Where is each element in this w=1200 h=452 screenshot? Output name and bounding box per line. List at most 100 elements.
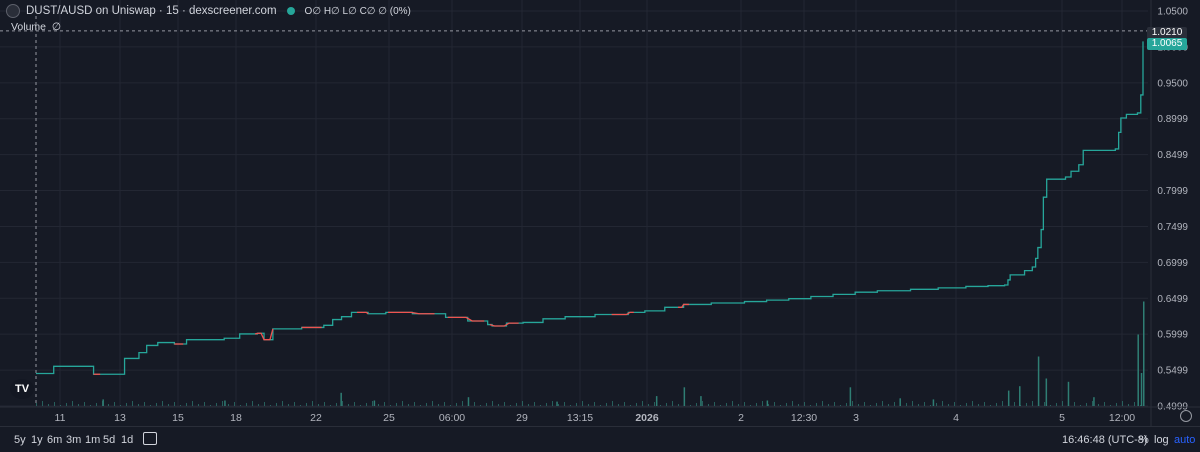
- volume-bar: [834, 402, 835, 406]
- market-status-icon: [286, 7, 295, 15]
- x-tick-label: 12:30: [791, 412, 817, 424]
- volume-bar: [360, 405, 361, 406]
- range-5y-button[interactable]: 5y: [14, 434, 26, 446]
- volume-bar: [60, 405, 61, 406]
- volume-bar: [1008, 404, 1009, 406]
- x-tick-label: 13:15: [567, 412, 593, 424]
- volume-bar: [204, 402, 205, 406]
- range-3m-button[interactable]: 3m: [66, 434, 82, 446]
- volume-bar: [408, 404, 409, 406]
- volume-bar: [696, 403, 697, 406]
- x-tick-label: 2: [738, 412, 744, 424]
- volume-bar: [1032, 401, 1033, 406]
- volume-bar: [420, 405, 421, 406]
- volume-bar: [252, 401, 253, 406]
- y-tick-label: 0.9500: [1157, 78, 1188, 89]
- volume-bar: [588, 404, 589, 406]
- volume-bar: [1019, 386, 1021, 406]
- volume-bar: [1098, 404, 1099, 406]
- volume-bar: [342, 401, 343, 406]
- volume-bar: [246, 403, 247, 406]
- volume-bar: [426, 403, 427, 406]
- volume-bar: [648, 404, 649, 406]
- volume-bar: [102, 401, 103, 406]
- volume-bar: [1002, 401, 1003, 406]
- volume-bar: [54, 402, 55, 406]
- x-tick-label: 12:00: [1109, 412, 1135, 424]
- volume-bar: [456, 403, 457, 406]
- volume-bar: [612, 401, 613, 406]
- range-1m-button[interactable]: 1m: [85, 434, 101, 446]
- volume-bar: [858, 404, 859, 406]
- volume-bar: [372, 401, 373, 406]
- volume-bar: [216, 403, 217, 406]
- volume-bar: [546, 403, 547, 406]
- volume-bar: [126, 403, 127, 406]
- volume-bar: [690, 405, 691, 406]
- range-6m-button[interactable]: 6m: [47, 434, 63, 446]
- volume-bar: [774, 402, 775, 406]
- price-line-down-segment: [678, 303, 690, 308]
- clock-timezone[interactable]: 16:46:48 (UTC-8): [1062, 434, 1148, 446]
- auto-scale-toggle[interactable]: auto: [1174, 434, 1196, 446]
- volume-bar: [678, 404, 679, 406]
- volume-bar: [120, 405, 121, 406]
- x-tick-label: 13: [114, 412, 126, 424]
- volume-bar: [1128, 404, 1129, 406]
- volume-bar: [600, 405, 601, 406]
- volume-bar: [1050, 405, 1051, 406]
- y-tick-label: 1.0500: [1157, 7, 1188, 18]
- gear-icon[interactable]: [1180, 410, 1192, 422]
- volume-bar: [714, 402, 715, 406]
- symbol-title[interactable]: DUST/AUSD on Uniswap · 15 · dexscreener.…: [26, 5, 277, 17]
- range-1y-button[interactable]: 1y: [31, 434, 43, 446]
- volume-bar: [504, 402, 505, 406]
- volume-bar: [630, 405, 631, 406]
- volume-bar: [624, 402, 625, 406]
- ohlc-values: O∅ H∅ L∅ C∅ ∅ (0%): [304, 5, 411, 17]
- volume-bar: [510, 405, 511, 406]
- volume-bar: [366, 403, 367, 406]
- volume-bar: [1007, 390, 1010, 406]
- volume-bar: [228, 404, 229, 406]
- y-tick-label: 0.8499: [1157, 150, 1188, 161]
- volume-bar: [384, 402, 385, 406]
- volume-bar: [102, 399, 104, 406]
- volume-bar: [996, 403, 997, 406]
- volume-bar: [1067, 381, 1070, 406]
- volume-bar: [882, 401, 883, 406]
- volume-bar: [306, 403, 307, 406]
- x-tick-label: 22: [310, 412, 322, 424]
- volume-bar: [888, 404, 889, 406]
- volume-bar: [570, 405, 571, 406]
- volume-bar: [90, 405, 91, 406]
- volume-bar: [966, 403, 967, 406]
- y-tick-label: 0.5499: [1157, 366, 1188, 377]
- chart-legend: DUST/AUSD on Uniswap · 15 · dexscreener.…: [6, 4, 411, 18]
- volume-bar: [288, 404, 289, 406]
- volume-bar: [174, 402, 175, 406]
- percent-toggle[interactable]: %: [1139, 434, 1149, 446]
- volume-bar: [96, 403, 97, 406]
- volume-bar: [480, 405, 481, 406]
- volume-bar: [564, 402, 565, 406]
- y-tick-label: 0.5999: [1157, 330, 1188, 341]
- x-tick-label: 2026: [635, 412, 659, 424]
- y-tick-label: 0.7499: [1157, 222, 1188, 233]
- volume-bar: [924, 402, 925, 406]
- volume-bar: [942, 401, 943, 406]
- calendar-icon[interactable]: [143, 432, 157, 445]
- log-toggle[interactable]: log: [1154, 434, 1169, 446]
- range-1d-button[interactable]: 1d: [121, 434, 134, 446]
- volume-bar: [1086, 403, 1087, 406]
- range-5d-button[interactable]: 5d: [103, 434, 116, 446]
- tradingview-logo-icon[interactable]: TV: [10, 379, 34, 399]
- volume-bar: [708, 404, 709, 406]
- volume-bar: [780, 405, 781, 406]
- volume-bar: [798, 404, 799, 406]
- volume-bar: [960, 405, 961, 406]
- volume-bar: [522, 401, 523, 406]
- volume-bar: [444, 402, 445, 406]
- volume-bar: [683, 387, 686, 406]
